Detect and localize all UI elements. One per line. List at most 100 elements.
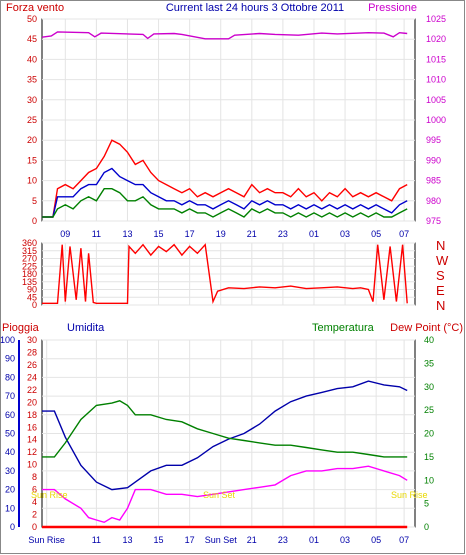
temperature-tick-label: 35 <box>424 358 434 368</box>
sunrise-label-left: Sun Rise <box>31 490 68 500</box>
rain-tick-label: 14 <box>27 435 37 445</box>
pressure-tick-label: 985 <box>426 176 441 186</box>
humidity-tick-label: 0 <box>10 522 15 532</box>
wind-tick-label: 45 <box>27 34 37 44</box>
wind-x-tick-label: 09 <box>60 229 70 239</box>
climate-x-tick-label: 05 <box>371 535 381 545</box>
rain-tick-label: 18 <box>27 410 37 420</box>
humidity-tick-label: 30 <box>5 466 15 476</box>
temperature-tick-label: 30 <box>424 382 434 392</box>
wind-tick-label: 10 <box>27 176 37 186</box>
sunset-label-mid: Sun Set <box>203 490 236 500</box>
wind-x-tick-label: 05 <box>371 229 381 239</box>
wind-x-tick-label: 07 <box>399 229 409 239</box>
wind-x-tick-label: 17 <box>185 229 195 239</box>
direction-tick-label: 360 <box>22 238 37 248</box>
temperature-tick-label: 25 <box>424 405 434 415</box>
humidity-header: Umidita <box>67 322 105 334</box>
pressure-tick-label: 1005 <box>426 95 446 105</box>
wind-x-tick-label: 03 <box>340 229 350 239</box>
compass-label: E <box>436 283 445 298</box>
rain-tick-label: 8 <box>32 472 37 482</box>
rain-tick-label: 24 <box>27 372 37 382</box>
humidity-axis: 0 10 20 30 40 50 60 70 80 90 100 <box>0 335 15 532</box>
wind-x-tick-label: 13 <box>122 229 132 239</box>
wind-header-center: Current last 24 hours 3 Ottobre 2011 <box>166 2 344 14</box>
climate-x-tick-label: 01 <box>309 535 319 545</box>
sunrise-label-right: Sun Rise <box>391 490 428 500</box>
compass-label: S <box>436 268 445 283</box>
wind-tick-label: 15 <box>27 155 37 165</box>
climate-x-tick-label: Sun Rise <box>28 535 65 545</box>
rain-header: Pioggia <box>2 322 40 334</box>
series-umidita <box>42 380 408 491</box>
rain-tick-label: 26 <box>27 360 37 370</box>
rain-tick-label: 2 <box>32 510 37 520</box>
climate-x-tick-label: 23 <box>278 535 288 545</box>
wind-panel: Forza vento Current last 24 hours 3 Otto… <box>6 2 446 239</box>
humidity-tick-label: 90 <box>5 354 15 364</box>
pressure-tick-label: 1020 <box>426 34 446 44</box>
series-direzione <box>42 243 408 305</box>
climate-x-tick-label: Sun Set <box>205 535 238 545</box>
climate-panel: Pioggia Umidita Temperatura Dew Point (°… <box>0 322 463 545</box>
pressure-right-axis: 975 980 985 990 995 1000 1005 1010 1015 1020 1025 <box>426 14 446 226</box>
wind-tick-label: 0 <box>32 216 37 226</box>
pressure-tick-label: 995 <box>426 135 441 145</box>
temperature-tick-label: 0 <box>424 522 429 532</box>
series-dew-point-c- <box>42 465 408 524</box>
wind-tick-label: 30 <box>27 95 37 105</box>
wind-tick-label: 5 <box>32 196 37 206</box>
rain-tick-label: 28 <box>27 347 37 357</box>
direction-tick-label: 45 <box>27 292 37 302</box>
rain-tick-label: 30 <box>27 335 37 345</box>
humidity-tick-label: 70 <box>5 391 15 401</box>
humidity-tick-label: 40 <box>5 447 15 457</box>
humidity-tick-label: 50 <box>5 429 15 439</box>
pressure-tick-label: 1000 <box>426 115 446 125</box>
humidity-tick-label: 80 <box>5 372 15 382</box>
wind-header-left: Forza vento <box>6 2 64 14</box>
series-minima <box>42 187 408 218</box>
rain-tick-label: 12 <box>27 447 37 457</box>
pressure-tick-label: 1010 <box>426 75 446 85</box>
compass-label: N <box>436 238 445 253</box>
climate-x-tick-label: 07 <box>399 535 409 545</box>
humidity-tick-label: 10 <box>5 503 15 513</box>
series-raffica <box>42 139 408 218</box>
direction-tick-label: 315 <box>22 246 37 256</box>
pressure-tick-label: 975 <box>426 216 441 226</box>
wind-x-tick-label: 15 <box>154 229 164 239</box>
wind-tick-label: 25 <box>27 115 37 125</box>
wind-x-tick-label: 19 <box>216 229 226 239</box>
climate-x-tick-label: 17 <box>185 535 195 545</box>
rain-tick-label: 4 <box>32 497 37 507</box>
direction-tick-label: 135 <box>22 277 37 287</box>
wind-tick-label: 35 <box>27 75 37 85</box>
temperature-header: Temperatura <box>312 322 375 334</box>
direction-tick-label: 225 <box>22 261 37 271</box>
climate-x-tick-label: 13 <box>122 535 132 545</box>
temperature-tick-label: 10 <box>424 475 434 485</box>
pressure-tick-label: 1015 <box>426 54 446 64</box>
temperature-axis: 0 5 10 15 20 25 30 35 40 <box>424 335 434 532</box>
direction-tick-label: 270 <box>22 254 37 264</box>
series-temperatura <box>42 400 408 458</box>
climate-x-axis: Sun Rise 11 13 15 17 Sun Set 21 23 01 03 05 07 <box>28 535 409 545</box>
climate-series <box>42 380 408 529</box>
temperature-tick-label: 20 <box>424 429 434 439</box>
wind-header-right: Pressione <box>368 2 417 14</box>
wind-x-tick-label: 01 <box>309 229 319 239</box>
climate-x-tick-label: 11 <box>92 535 101 545</box>
wind-x-axis: 09 11 13 15 17 19 21 23 01 03 05 07 <box>60 229 409 239</box>
wind-x-tick-label: 21 <box>247 229 257 239</box>
humidity-tick-label: 100 <box>0 335 15 345</box>
climate-x-tick-label: 21 <box>247 535 257 545</box>
direction-series <box>42 243 408 305</box>
direction-tick-label: 90 <box>27 285 37 295</box>
climate-x-tick-label: 15 <box>154 535 164 545</box>
dewpoint-header: Dew Point (°C) <box>390 322 463 334</box>
